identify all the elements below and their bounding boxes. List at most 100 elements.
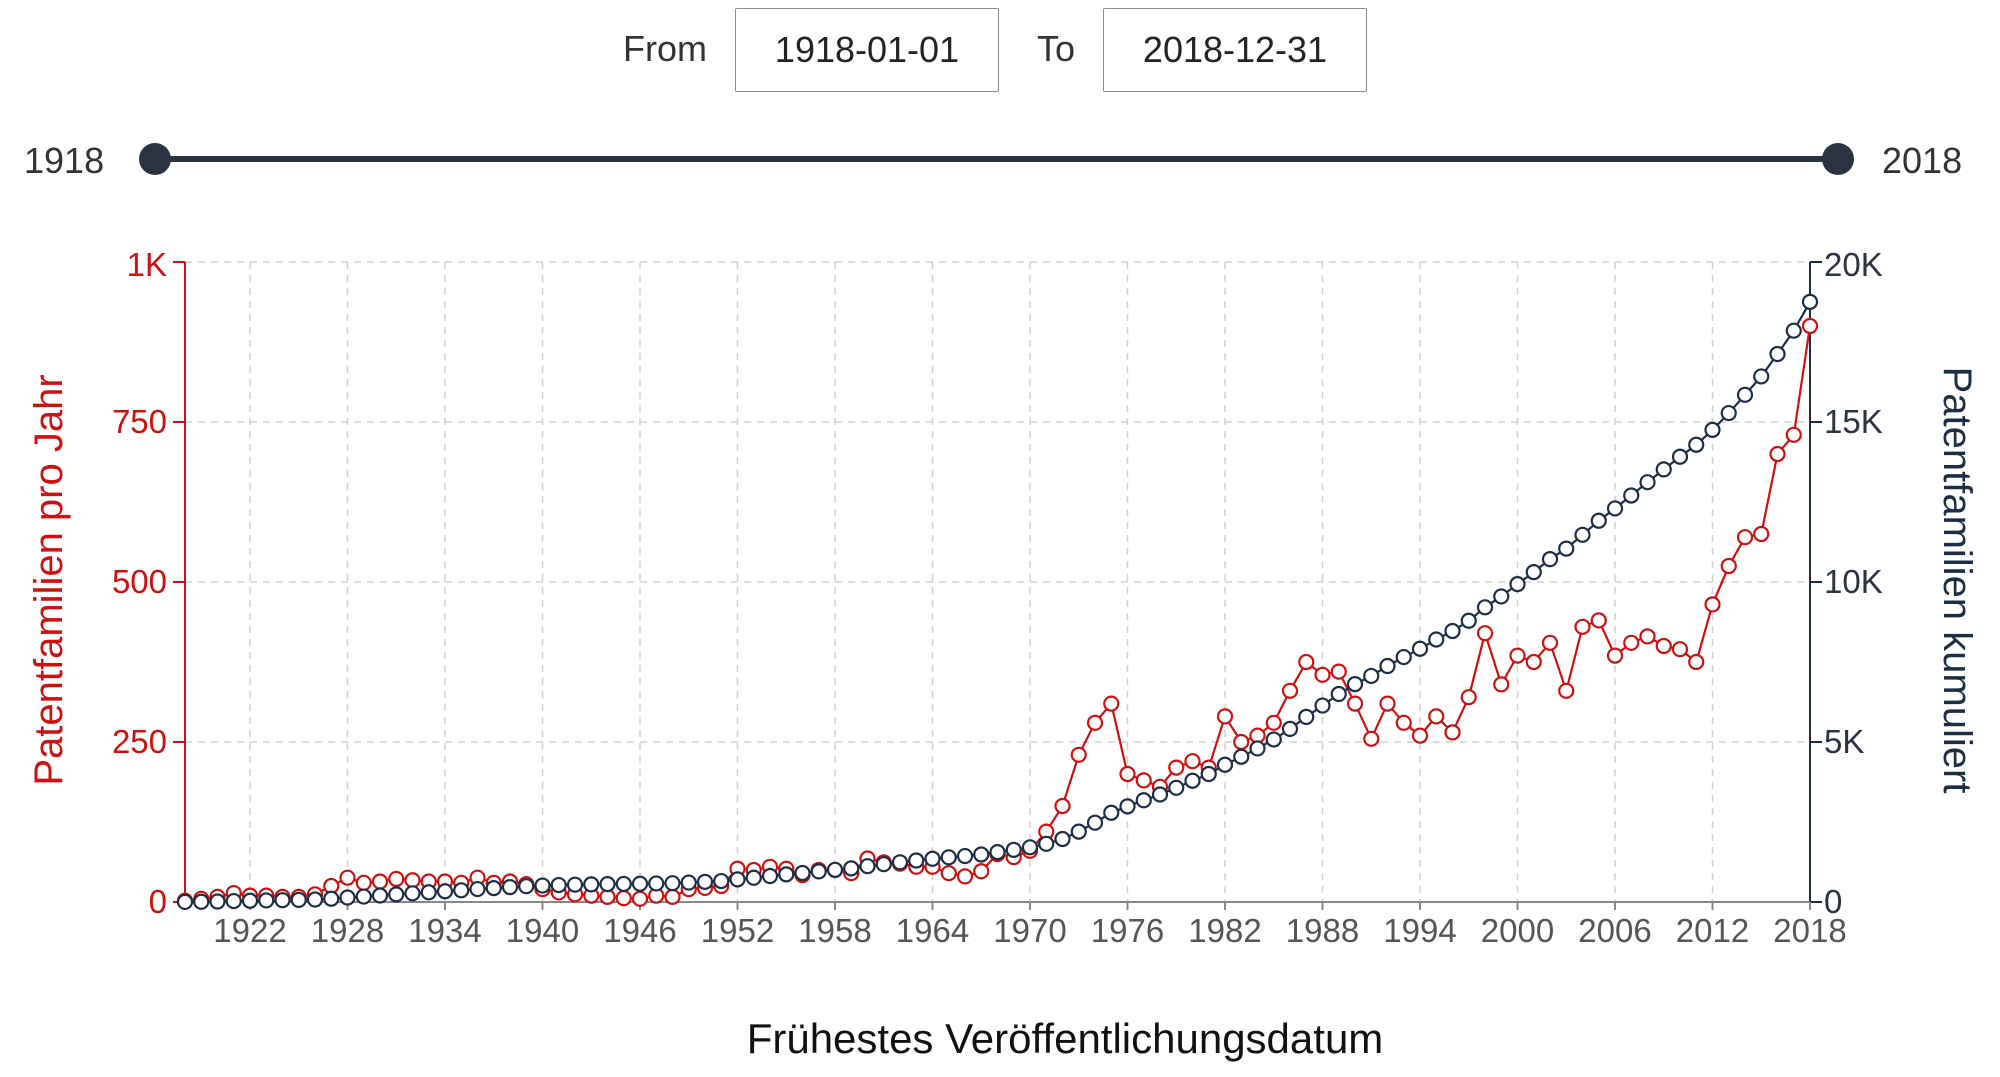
slider-handle-start[interactable] — [139, 143, 171, 175]
point-cumulative — [420, 884, 437, 901]
to-label: To — [1037, 28, 1076, 69]
point-per-year — [1216, 708, 1234, 725]
point-cumulative — [761, 867, 779, 885]
point-per-year — [1119, 765, 1136, 783]
point-per-year — [1265, 714, 1282, 731]
point-cumulative — [1639, 474, 1656, 491]
point-cumulative — [908, 852, 925, 869]
x-tick-label: 2018 — [1773, 912, 1846, 949]
point-per-year — [973, 863, 990, 880]
from-date-input[interactable] — [735, 8, 999, 92]
slider-handle-end[interactable] — [1822, 143, 1854, 175]
point-cumulative — [599, 876, 616, 893]
x-tick-label: 1988 — [1286, 912, 1359, 949]
point-cumulative — [1330, 685, 1347, 703]
point-cumulative — [1525, 564, 1542, 581]
point-cumulative — [1249, 740, 1266, 757]
point-cumulative — [550, 876, 567, 894]
point-per-year — [1623, 634, 1640, 651]
y-tick-label-left: 1K — [127, 246, 167, 283]
point-cumulative — [209, 893, 226, 910]
point-per-year — [1086, 714, 1104, 731]
point-cumulative — [1444, 622, 1461, 640]
point-per-year — [1281, 682, 1299, 699]
point-cumulative — [1086, 814, 1104, 831]
point-per-year — [371, 873, 389, 890]
point-cumulative — [1005, 841, 1022, 858]
x-tick-label: 1922 — [213, 912, 286, 949]
x-tick-label: 2000 — [1481, 912, 1554, 949]
point-per-year — [615, 890, 632, 907]
point-per-year — [1444, 724, 1461, 741]
point-cumulative — [1623, 487, 1640, 504]
to-date-input[interactable] — [1103, 8, 1367, 92]
point-cumulative — [1346, 676, 1364, 693]
point-cumulative — [1688, 436, 1705, 453]
point-cumulative — [826, 861, 844, 878]
point-per-year — [631, 890, 649, 907]
point-cumulative — [1363, 667, 1380, 685]
point-per-year — [1769, 445, 1786, 463]
point-per-year — [355, 874, 372, 891]
point-cumulative — [1753, 368, 1770, 385]
point-per-year — [1785, 426, 1802, 443]
slider-max-label: 2018 — [1882, 140, 1963, 181]
point-cumulative — [1801, 293, 1819, 310]
point-cumulative — [1070, 823, 1087, 840]
point-cumulative — [891, 854, 909, 871]
point-cumulative — [989, 844, 1006, 861]
point-cumulative — [1460, 612, 1477, 629]
point-cumulative — [371, 887, 389, 904]
point-cumulative — [810, 863, 827, 880]
point-cumulative — [485, 880, 502, 897]
point-per-year — [1655, 637, 1672, 655]
point-cumulative — [290, 891, 307, 909]
point-cumulative — [956, 847, 974, 865]
point-cumulative — [1411, 640, 1429, 657]
point-cumulative — [323, 890, 340, 907]
point-cumulative — [176, 893, 194, 911]
x-tick-label: 1946 — [603, 912, 676, 949]
point-per-year — [664, 888, 681, 905]
x-tick-label: 1964 — [896, 912, 969, 949]
point-cumulative — [1054, 830, 1071, 848]
point-cumulative — [1135, 792, 1152, 809]
point-per-year — [940, 865, 957, 882]
point-cumulative — [534, 877, 551, 894]
point-per-year — [1639, 628, 1656, 645]
date-range-filter: From To — [0, 8, 2000, 98]
point-cumulative — [404, 885, 421, 902]
point-cumulative — [1314, 697, 1331, 714]
point-per-year — [1558, 682, 1575, 699]
point-cumulative — [1655, 461, 1672, 478]
point-cumulative — [1038, 835, 1055, 852]
point-per-year — [1070, 746, 1087, 763]
point-cumulative — [794, 864, 811, 882]
slider-min-label: 1918 — [24, 140, 105, 181]
point-per-year — [1428, 708, 1445, 725]
point-per-year — [956, 868, 974, 885]
point-cumulative — [859, 858, 876, 875]
x-tick-label: 1952 — [701, 912, 774, 949]
point-per-year — [1509, 647, 1526, 664]
x-tick-label: 1982 — [1188, 912, 1261, 949]
point-cumulative — [1476, 599, 1494, 616]
point-cumulative — [924, 850, 941, 867]
grid — [185, 261, 1810, 902]
point-per-year — [1753, 525, 1770, 543]
point-cumulative — [1558, 540, 1575, 557]
point-per-year — [339, 869, 356, 886]
point-cumulative — [1265, 731, 1282, 748]
year-range-slider[interactable] — [139, 143, 1854, 175]
point-per-year — [1736, 529, 1754, 546]
point-cumulative — [713, 872, 730, 890]
point-cumulative — [339, 889, 356, 906]
point-cumulative — [566, 876, 584, 893]
x-tick-label: 1994 — [1383, 912, 1456, 949]
point-cumulative — [388, 886, 405, 903]
point-cumulative — [696, 873, 714, 890]
point-cumulative — [1395, 648, 1412, 666]
point-cumulative — [1590, 512, 1607, 529]
point-per-year — [1135, 772, 1152, 789]
